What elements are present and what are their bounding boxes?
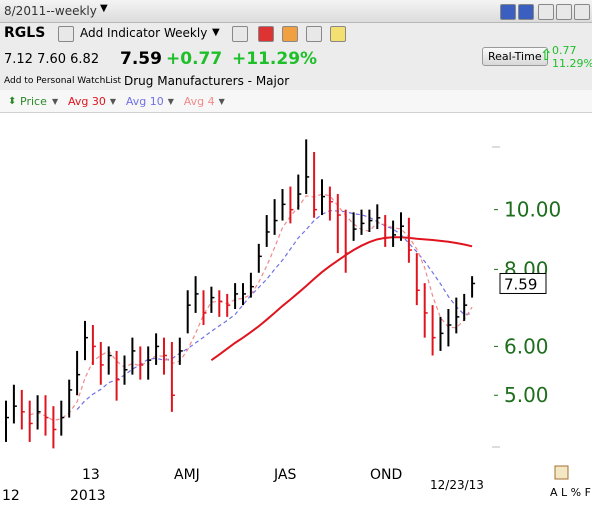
realtime-button[interactable]: Real-Time: [482, 47, 548, 66]
x-tick-label: 12: [2, 488, 20, 504]
tools-icon[interactable]: [232, 26, 248, 42]
title-bar: 8/2011--weekly ▼: [0, 0, 592, 23]
legend-entry[interactable]: Avg 30: [68, 95, 106, 108]
side-pct: 11.29%: [552, 57, 592, 70]
window-icon[interactable]: [538, 4, 554, 20]
edit-icon[interactable]: [554, 465, 569, 480]
industry: Drug Manufacturers - Major: [124, 74, 290, 88]
note-icon[interactable]: [330, 26, 346, 42]
change: +0.77: [166, 49, 223, 69]
watchlist-link[interactable]: Add to Personal WatchList: [4, 76, 122, 86]
legend-arrow: ⬍: [8, 96, 16, 107]
print-icon[interactable]: [58, 26, 74, 42]
legend-dropdown: ▼: [219, 97, 226, 106]
y-tick-label: 6.00: [504, 334, 549, 358]
symbol[interactable]: RGLS: [4, 25, 46, 41]
side-change: 0.77: [552, 44, 577, 57]
alarm-icon[interactable]: [282, 26, 298, 42]
move-icon[interactable]: [556, 4, 572, 20]
legend-price[interactable]: Price: [20, 95, 47, 108]
t-icon[interactable]: [518, 4, 534, 20]
y-tick-label: 5.00: [504, 383, 549, 407]
date-label: 12/23/13: [430, 478, 484, 492]
timeframe[interactable]: Weekly: [164, 26, 208, 40]
quote: 7.12 7.60 6.82: [4, 52, 100, 67]
add-indicator[interactable]: Add Indicator: [80, 26, 161, 40]
dropdown-arrow[interactable]: ▼: [100, 3, 108, 14]
dropdown-arrow[interactable]: ▼: [212, 27, 220, 38]
moving-average: [76, 210, 473, 410]
up-arrow: ⇧: [540, 46, 553, 64]
last-price: 7.59: [120, 49, 162, 69]
x-tick-label: 13: [82, 467, 100, 483]
candle-icon[interactable]: [258, 26, 274, 42]
legend-bar: [0, 90, 592, 113]
moving-average: [210, 236, 473, 361]
legend-entry[interactable]: Avg 10: [126, 95, 164, 108]
legend-dropdown: ▼: [52, 97, 59, 106]
last-price-box: [499, 272, 547, 294]
scale-options[interactable]: A L % F: [550, 486, 591, 499]
last-price-label: 7.59: [504, 275, 537, 293]
x-year-label: 2013: [70, 488, 106, 504]
x-tick-label: AMJ: [174, 467, 200, 483]
change-pct: +11.29%: [232, 49, 318, 69]
close-icon[interactable]: [574, 4, 590, 20]
moving-average: [29, 193, 473, 422]
y-tick-label: 10.00: [504, 198, 561, 222]
s-icon[interactable]: [500, 4, 516, 20]
legend-entry[interactable]: Avg 4: [184, 95, 215, 108]
x-tick-label: JAS: [273, 467, 296, 483]
legend-dropdown: ▼: [110, 97, 117, 106]
table-icon[interactable]: [306, 26, 322, 42]
legend-dropdown: ▼: [168, 97, 175, 106]
x-tick-label: OND: [370, 467, 402, 483]
period[interactable]: 8/2011--weekly: [4, 4, 97, 18]
